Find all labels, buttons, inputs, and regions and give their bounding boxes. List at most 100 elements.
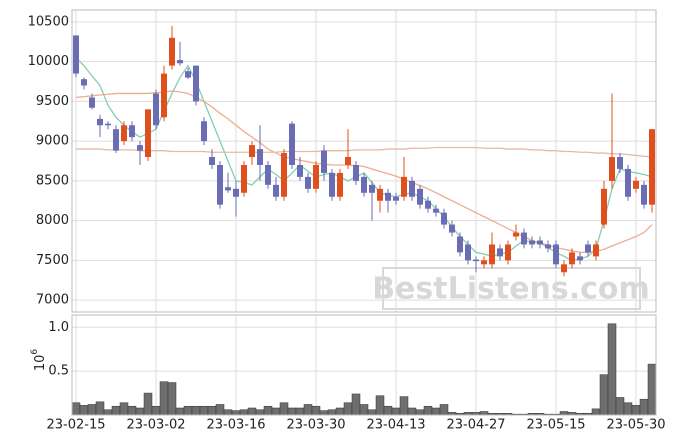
candle-body <box>217 164 223 205</box>
candle-body <box>201 121 207 142</box>
y-tick-label: 8000 <box>36 213 69 228</box>
x-tick-label: 23-04-27 <box>446 418 505 433</box>
volume-bar <box>639 398 649 416</box>
y-tick-label: 7500 <box>36 253 69 268</box>
volume-bar <box>375 395 385 416</box>
candle-body <box>377 188 383 201</box>
volume-bar <box>71 402 81 416</box>
volume-bar <box>223 409 233 416</box>
volume-bar <box>615 397 625 416</box>
candle-body <box>369 184 375 193</box>
candle-body <box>625 168 631 197</box>
volume-bar <box>359 404 369 416</box>
candle-body <box>457 236 463 253</box>
candle-body <box>337 172 343 197</box>
candle-body <box>641 184 647 205</box>
candle-body <box>561 264 567 273</box>
candle-body <box>617 157 623 169</box>
candle-body <box>385 192 391 201</box>
candle-body <box>81 79 87 86</box>
candle-body <box>193 65 199 102</box>
candle-body <box>177 60 183 64</box>
candle-body <box>137 145 143 151</box>
volume-scale-label: 106 <box>30 349 48 372</box>
y-tick-label: 0.5 <box>48 364 69 379</box>
volume-bar <box>255 409 265 416</box>
candle-body <box>465 244 471 261</box>
volume-bar <box>559 411 569 416</box>
volume-bar <box>207 405 217 416</box>
candle-body <box>329 172 335 197</box>
candle-body <box>537 240 543 245</box>
volume-bar <box>271 407 281 416</box>
panel-frame <box>71 314 657 416</box>
volume-bar <box>607 323 617 416</box>
volume-bar <box>199 405 209 416</box>
candle-body <box>529 240 535 245</box>
volume-bar <box>415 409 425 416</box>
watermark-box <box>382 267 641 310</box>
candle-body <box>649 129 655 205</box>
volume-bar <box>119 402 129 416</box>
candle-body <box>513 232 519 237</box>
candle-body <box>433 208 439 213</box>
candle-body <box>73 35 79 74</box>
candle-body <box>545 244 551 249</box>
x-tick-label: 23-03-16 <box>206 418 265 433</box>
candle-body <box>449 224 455 233</box>
volume-bar <box>191 405 201 416</box>
volume-bar <box>407 407 417 416</box>
candle-body <box>161 73 167 118</box>
x-tick-label: 23-05-15 <box>526 418 585 433</box>
volume-bar <box>623 402 633 416</box>
candle-body <box>169 37 175 66</box>
candle-body <box>265 164 271 185</box>
volume-bar <box>439 404 449 416</box>
volume-bar <box>631 405 641 416</box>
x-tick-label: 23-04-13 <box>366 418 425 433</box>
candle-body <box>233 188 239 197</box>
volume-bar <box>431 407 441 416</box>
candle-body <box>345 157 351 165</box>
volume-bar <box>247 407 257 416</box>
y-tick-label: 1.0 <box>48 320 69 335</box>
volume-bar <box>327 409 337 416</box>
candle-body <box>113 129 119 151</box>
volume-bar <box>343 402 353 416</box>
candle-body <box>209 157 215 165</box>
candle-body <box>497 248 503 257</box>
candle-body <box>481 260 487 265</box>
volume-bar <box>335 407 345 416</box>
x-tick-label: 23-02-15 <box>46 418 105 433</box>
candle-body <box>553 244 559 265</box>
volume-bar <box>647 363 657 416</box>
y-tick-label: 9000 <box>36 134 69 149</box>
y-tick-label: 7000 <box>36 293 69 308</box>
candle-body <box>105 123 111 126</box>
candle-body <box>569 252 575 265</box>
y-tick-label: 8500 <box>36 173 69 188</box>
panel-frame <box>71 9 657 313</box>
candle-body <box>273 184 279 197</box>
volume-bar <box>79 405 89 416</box>
volume-bar <box>111 405 121 416</box>
candle-body <box>121 125 127 142</box>
candle-body <box>593 244 599 257</box>
volume-bar <box>175 407 185 416</box>
candle-body <box>401 176 407 197</box>
candle-body <box>249 145 255 158</box>
volume-bar <box>367 409 377 416</box>
volume-bar <box>103 409 113 416</box>
candle-body <box>185 71 191 78</box>
candle-body <box>305 176 311 189</box>
candle-body <box>577 256 583 261</box>
candle-body <box>489 244 495 265</box>
volume-bar <box>295 407 305 416</box>
volume-bar <box>279 402 289 416</box>
candle-body <box>145 109 151 158</box>
volume-bar <box>423 405 433 416</box>
candle-body <box>257 149 263 165</box>
volume-bar <box>167 382 177 416</box>
candle-body <box>353 164 359 181</box>
